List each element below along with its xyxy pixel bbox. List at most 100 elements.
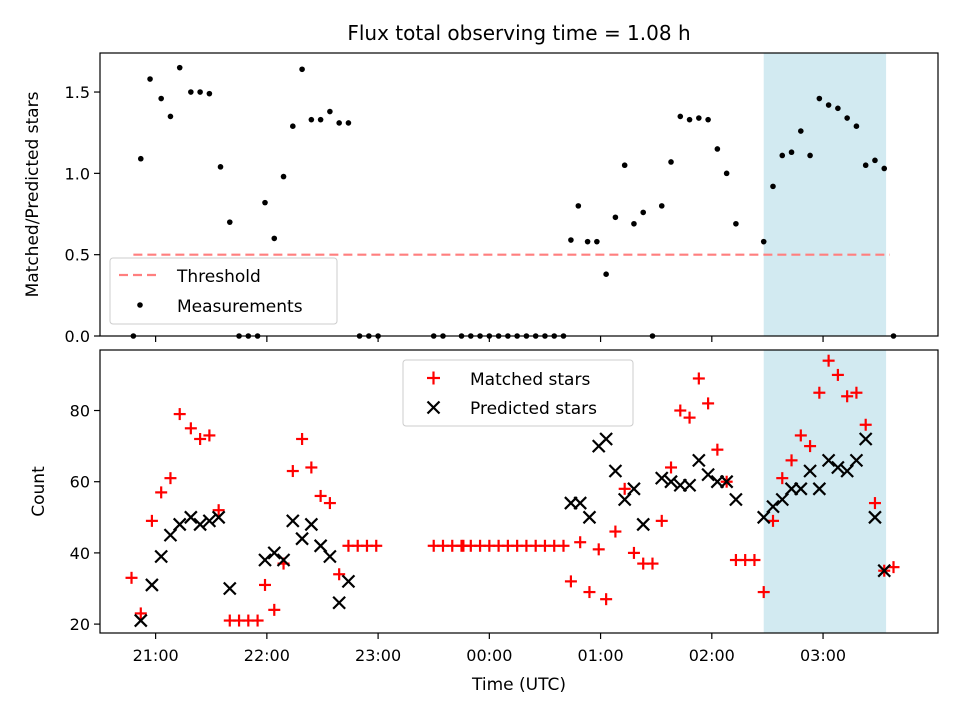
measurement-point — [167, 113, 174, 120]
measurement-point — [584, 238, 591, 245]
measurement-point — [603, 271, 609, 277]
y-tick-label: 0.5 — [65, 246, 90, 265]
predicted-star-point — [877, 563, 892, 578]
measurement-point — [327, 108, 333, 115]
legend: Threshold Measurements — [109, 257, 338, 325]
x-stroke — [573, 496, 587, 510]
x-stroke — [582, 510, 597, 525]
matched-star-point — [184, 422, 197, 435]
x-stroke — [223, 581, 237, 596]
matched-star-point — [155, 486, 168, 499]
predicted-star-point — [258, 553, 272, 567]
legend-threshold-label: Threshold — [176, 267, 261, 287]
matched-star-point — [711, 443, 724, 456]
matched-star-point — [646, 557, 659, 570]
matched-star-point — [785, 454, 798, 467]
x-stroke — [202, 514, 217, 528]
predicted-star-point — [664, 474, 678, 489]
x-stroke — [794, 482, 808, 496]
x-stroke — [341, 574, 356, 589]
predicted-star-point — [803, 464, 817, 478]
matched-star-point — [314, 489, 327, 502]
measurement-point — [226, 219, 233, 225]
matched-star-point — [212, 504, 225, 517]
matched-star-point — [592, 543, 605, 556]
matched-star-point — [757, 586, 770, 599]
legend-box — [402, 359, 634, 427]
measurement-point — [290, 123, 296, 129]
x-stroke — [729, 492, 743, 507]
measurement-point — [640, 209, 647, 216]
measurement-point — [714, 146, 721, 152]
y-axis-ticks: 0.0 0.5 1.0 1.5 — [65, 83, 100, 346]
x-stroke — [267, 546, 282, 560]
measurement-point — [853, 123, 860, 129]
y-tick-label: 60 — [70, 473, 90, 492]
measurement-point — [677, 113, 684, 120]
predicted-star-point — [145, 578, 159, 592]
predicted-star-point — [831, 460, 845, 475]
predicted-star-point — [812, 482, 827, 496]
predicted-star-point — [582, 510, 597, 525]
x-stroke — [821, 453, 836, 468]
matched-star-point — [600, 593, 613, 606]
predicted-star-point — [858, 432, 873, 446]
x-stroke — [145, 578, 159, 592]
measurement-point — [568, 237, 574, 243]
measurement-point — [262, 199, 268, 206]
x-stroke — [766, 499, 780, 514]
measurement-point — [835, 105, 841, 112]
predicted-star-point — [211, 510, 226, 525]
matched-star-point — [251, 614, 264, 627]
matched-star-point — [887, 561, 900, 574]
predicted-star-point — [636, 517, 650, 532]
y-axis-ticks: 20 40 60 80 — [70, 402, 100, 634]
matched-star-point — [583, 586, 596, 599]
measurement-point — [308, 116, 315, 123]
measurement-point — [158, 95, 164, 102]
measurement-point — [137, 155, 144, 162]
legend-matched-label: Matched stars — [470, 370, 590, 390]
predicted-star-point — [868, 510, 882, 525]
matched-star-point — [305, 461, 318, 474]
x-stroke — [332, 595, 346, 610]
matched-star-point — [618, 482, 631, 495]
measurement-point — [345, 120, 352, 126]
x-stroke — [154, 549, 168, 564]
predicted-star-point — [134, 613, 148, 628]
measurement-point — [575, 203, 582, 209]
measurement-point — [206, 90, 213, 97]
figure-title: Flux total observing time = 1.08 h — [347, 21, 690, 45]
x-axis-ticks — [155, 336, 824, 342]
x-tick-label: 23:00 — [355, 646, 401, 665]
predicted-star-point — [172, 517, 187, 532]
x-stroke — [719, 474, 734, 489]
legend-box — [109, 257, 338, 325]
y-axis-label: Count — [29, 466, 49, 517]
measurement-point — [612, 214, 619, 221]
count-points — [125, 354, 900, 628]
matched-star-point — [134, 607, 147, 620]
predicted-star-point — [573, 496, 587, 510]
x-stroke — [849, 453, 864, 468]
predicted-star-point — [276, 553, 291, 567]
measurement-point — [788, 149, 795, 156]
x-stroke — [258, 553, 272, 567]
matched-star-point — [574, 536, 587, 549]
matched-star-point — [370, 539, 383, 552]
matched-star-point — [822, 354, 835, 367]
matched-star-point — [859, 418, 872, 431]
x-stroke — [211, 510, 226, 525]
x-stroke — [654, 471, 669, 485]
x-axis-ticks: 21:00 22:00 23:00 00:00 01:00 02:00 03:00 — [133, 633, 846, 665]
x-tick-label: 21:00 — [133, 646, 179, 665]
x-stroke — [803, 464, 817, 478]
matched-star-point — [794, 429, 807, 442]
predicted-star-point — [202, 514, 217, 528]
measurement-point — [271, 235, 278, 242]
predicted-star-point — [692, 453, 706, 468]
matched-star-point — [203, 429, 216, 442]
predicted-star-point — [729, 492, 743, 507]
matched-star-point — [674, 404, 687, 417]
x-stroke — [608, 464, 623, 478]
